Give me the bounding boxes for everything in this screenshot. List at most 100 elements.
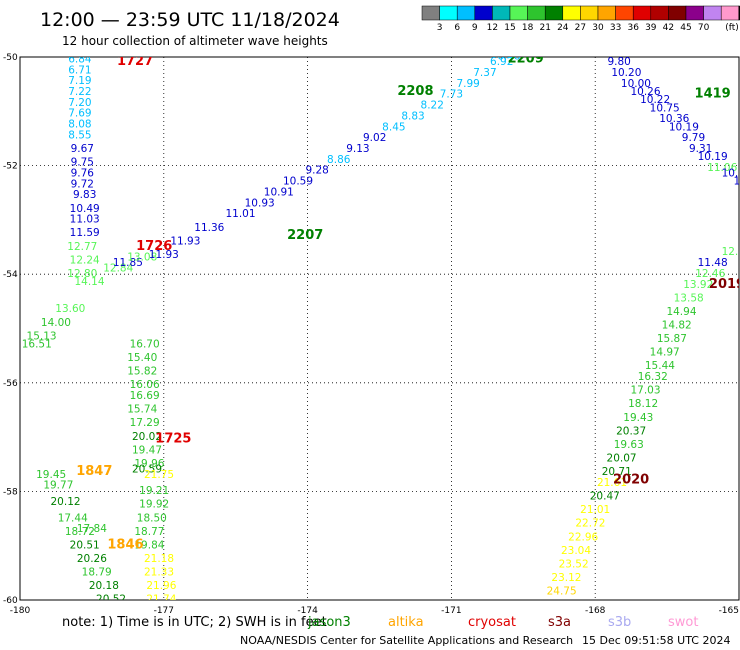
wave-height-point: 11.01 xyxy=(225,208,255,220)
wave-height-point: 11.36 xyxy=(194,222,224,234)
wave-height-point: 17.44 xyxy=(58,512,88,524)
wave-height-point: 10.49 xyxy=(70,203,100,215)
wave-height-point: 10.75 xyxy=(650,102,680,114)
wave-height-point: 10.95 xyxy=(734,176,740,188)
legend-tick-label: 36 xyxy=(627,23,639,33)
legend-swatch xyxy=(492,5,511,21)
wave-height-point: 9.13 xyxy=(346,143,369,155)
pass-time-label: 2020 xyxy=(613,472,649,487)
pass-time-label: 2209 xyxy=(508,51,544,66)
wave-height-point: 11.03 xyxy=(70,214,100,226)
chart-title: 12:00 — 23:59 UTC 11/18/2024 xyxy=(40,9,340,31)
wave-height-point: 20.07 xyxy=(607,453,637,465)
wave-height-point: 18.50 xyxy=(137,512,167,524)
legend-swatch xyxy=(527,5,546,21)
wave-height-point: 16.51 xyxy=(22,339,52,351)
wave-height-point: 10.59 xyxy=(283,176,313,188)
legend-swatch xyxy=(439,5,458,21)
wave-height-point: 9.31 xyxy=(689,143,712,155)
generated-timestamp: 15 Dec 09:51:58 UTC 2024 xyxy=(582,634,730,647)
wave-height-point: 19.45 xyxy=(36,469,66,481)
x-tick-label: -171 xyxy=(441,606,461,616)
legend-tick-label: 70 xyxy=(698,23,710,33)
legend-tick-label: 6 xyxy=(454,23,460,33)
legend-tick-label: 9 xyxy=(472,23,478,33)
legend-swatch xyxy=(544,5,564,21)
wave-height-point: 21.75 xyxy=(144,469,174,481)
wave-height-point: 8.83 xyxy=(401,110,424,122)
legend-swatch xyxy=(474,5,493,21)
legend-tick-label: 39 xyxy=(645,23,657,33)
wave-height-point: 19.84 xyxy=(134,539,164,551)
wave-height-point: 10.27 xyxy=(722,167,740,179)
wave-height-point: 14.97 xyxy=(650,347,680,359)
pass-time-label: 1726 xyxy=(136,239,172,254)
series-1419: 9.3110.1911.0610.2710.9510.479.3310.5211… xyxy=(689,87,740,188)
wave-height-point: 8.86 xyxy=(327,154,351,166)
legend-tick-label: 3 xyxy=(437,23,443,33)
x-tick-label: -180 xyxy=(10,606,31,616)
mission-label-s3b: s3b xyxy=(608,615,631,630)
wave-height-point: 19.43 xyxy=(623,412,653,424)
wave-height-point: 9.72 xyxy=(71,178,94,190)
wave-height-point: 21.74 xyxy=(146,594,176,606)
wave-height-point: 12.24 xyxy=(70,254,100,266)
y-tick-label: -56 xyxy=(3,379,18,389)
wave-height-point: 16.06 xyxy=(130,379,160,391)
wave-height-point: 18.12 xyxy=(628,398,658,410)
wave-height-point: 7.99 xyxy=(456,78,479,90)
legend-tick-label: 12 xyxy=(487,23,498,33)
y-axis-ticks: -50 -52 -54 -56 -58 -60 xyxy=(3,53,18,606)
chart-footer: note: 1) Time is in UTC; 2) SWH is in fe… xyxy=(62,615,730,647)
wave-height-point: 10.20 xyxy=(611,67,641,79)
wave-height-point: 22.72 xyxy=(575,518,605,530)
wave-height-point: 18.77 xyxy=(134,526,164,538)
y-tick-label: -58 xyxy=(3,487,18,497)
series-1846: 18.7220.5120.2618.7920.1820.5221.9320.56… xyxy=(65,523,177,606)
legend-tick-label: 27 xyxy=(575,23,586,33)
wave-height-point: 7.69 xyxy=(68,108,91,120)
wave-height-point: 22.96 xyxy=(568,531,598,543)
pass-time-label: 1846 xyxy=(107,537,143,552)
wave-height-point: 8.08 xyxy=(68,119,91,131)
wave-height-point: 13.60 xyxy=(55,303,85,315)
wave-height-point: 12.84 xyxy=(103,262,133,274)
mission-label-altika: altika xyxy=(388,615,424,630)
legend-swatch xyxy=(421,5,440,21)
wave-height-point: 13.08 xyxy=(127,252,157,264)
y-tick-label: -54 xyxy=(3,270,18,280)
wave-height-point: 16.70 xyxy=(130,339,160,351)
legend-tick-label: 24 xyxy=(557,23,569,33)
y-tick-label: -50 xyxy=(3,53,18,63)
x-tick-label: -168 xyxy=(585,606,606,616)
wave-height-point: 21.18 xyxy=(144,553,174,565)
wave-height-point: 12.80 xyxy=(67,268,97,280)
data-marks: 6.846.717.197.227.207.698.088.55 9.67 9.75… xyxy=(22,51,740,606)
mission-label-jason3: jason3 xyxy=(307,615,351,630)
wave-height-point: 9.02 xyxy=(363,132,386,144)
series-1418: 10.049.8010.2010.0010.2610.2210.7510.361… xyxy=(595,56,706,144)
legend-swatch xyxy=(632,5,652,21)
wave-height-point: 15.44 xyxy=(645,360,675,372)
series-2208: 9.028.458.838.227.737.997.376.92 2208 xyxy=(363,57,513,144)
pass-time-label: 2019 xyxy=(709,277,740,292)
wave-height-point: 8.45 xyxy=(382,121,405,133)
wave-height-point: 9.80 xyxy=(607,56,630,68)
wave-height-point: 11.93 xyxy=(149,249,179,261)
wave-height-point: 17.03 xyxy=(630,385,660,397)
wave-height-point: 10.93 xyxy=(245,197,275,209)
wave-height-point: 21.61 xyxy=(597,477,627,489)
legend-swatch xyxy=(509,5,528,21)
legend-swatch xyxy=(456,5,476,21)
legend-swatch xyxy=(668,5,687,21)
wave-height-point: 19.77 xyxy=(43,480,73,492)
wave-height-point: 8.22 xyxy=(421,100,444,112)
wave-height-point: 12.77 xyxy=(67,241,97,253)
x-tick-label: -174 xyxy=(297,606,318,616)
wave-height-point: 18.79 xyxy=(82,567,112,579)
wave-height-point: 11.06 xyxy=(707,162,737,174)
wave-height-point: 11.48 xyxy=(698,257,728,269)
